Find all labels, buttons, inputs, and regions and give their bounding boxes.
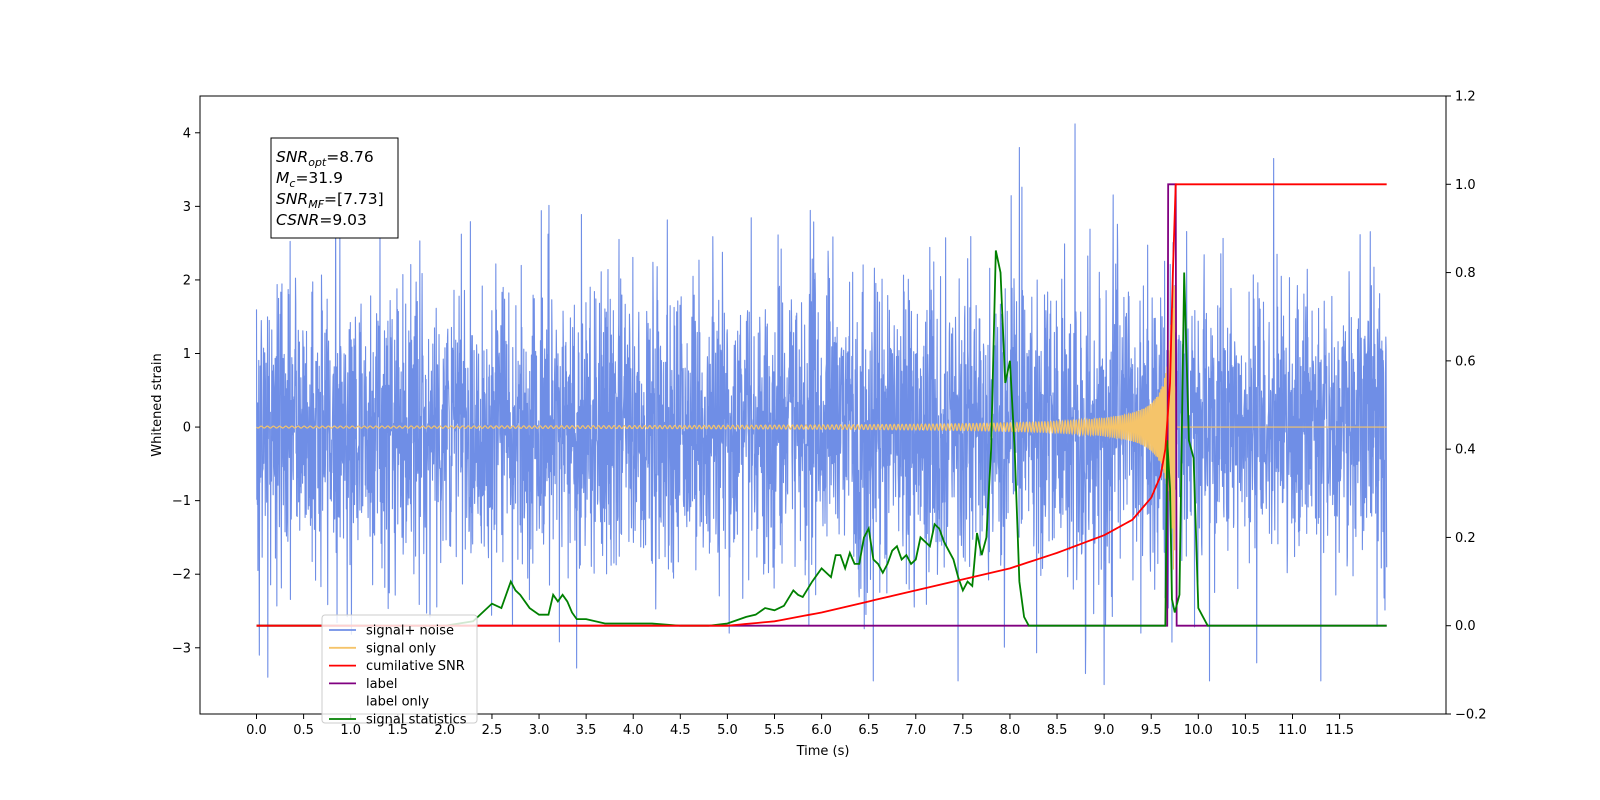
legend-label: signal statistics	[366, 713, 467, 728]
x-tick-label: 9.0	[1094, 723, 1115, 738]
x-tick-label: 0.0	[246, 723, 267, 738]
annotation-line: CSNR=9.03	[276, 211, 367, 229]
x-tick-label: 2.5	[482, 723, 503, 738]
x-tick-label: 10.5	[1231, 723, 1260, 738]
annotation-line: SNRMF=[7.73]	[276, 190, 384, 211]
x-tick-label: 3.5	[576, 723, 597, 738]
y2-tick-label: 0.8	[1455, 266, 1476, 281]
axes: 0.0 0.5 1.0 1.5 2.0 2.5 3.0 3.5 4.0 4.5 5.0 5.5 6.0 6…	[172, 90, 1487, 739]
y-tick-label: 3	[183, 200, 191, 215]
plot-area	[255, 123, 1388, 686]
y2-tick-label: −0.2	[1455, 708, 1487, 723]
y-tick-label: 4	[183, 126, 191, 141]
y2-tick-label: 0.2	[1455, 531, 1476, 546]
x-tick-label: 6.0	[811, 723, 832, 738]
y2-tick-label: 0.6	[1455, 354, 1476, 369]
x-tick-label: 5.5	[764, 723, 785, 738]
x-tick-label: 5.0	[717, 723, 738, 738]
x-tick-label: 8.0	[1000, 723, 1021, 738]
x-tick-label: 1.0	[340, 723, 361, 738]
annotation-line: SNRopt=8.76	[276, 148, 374, 169]
x-tick-label: 6.5	[858, 723, 879, 738]
x-tick-label: 4.5	[670, 723, 691, 738]
legend-label: signal+ noise	[366, 624, 454, 639]
x-tick-label: 7.5	[953, 723, 974, 738]
x-tick-label: 0.5	[293, 723, 314, 738]
x-tick-label: 9.5	[1141, 723, 1162, 738]
x-tick-label: 4.0	[623, 723, 644, 738]
series-cumulative-snr	[256, 183, 1387, 627]
annotation-line: Mc=31.9	[276, 169, 343, 190]
legend-label: label only	[366, 695, 429, 710]
series-signal-only	[256, 285, 1387, 570]
y-tick-label: −3	[172, 641, 191, 656]
series-signal-noise	[255, 123, 1388, 686]
y-axis-label: Whitened strain	[150, 353, 165, 456]
x-tick-label: 11.0	[1278, 723, 1307, 738]
x-tick-label: 1.5	[387, 723, 408, 738]
y-tick-label: −2	[172, 568, 191, 583]
legend-label: label	[366, 677, 397, 692]
series-signal-statistics	[256, 250, 1387, 627]
y2-tick-label: 1.0	[1455, 178, 1476, 193]
x-tick-label: 2.0	[435, 723, 456, 738]
y-tick-label: 0	[183, 421, 191, 436]
legend: signal+ noise signal only cumilative SNR la…	[321, 614, 478, 728]
axes-frame	[199, 95, 1447, 715]
y2-tick-label: 0.0	[1455, 619, 1476, 634]
x-tick-label: 8.5	[1047, 723, 1068, 738]
y-tick-label: −1	[172, 494, 191, 509]
x-tick-label: 11.5	[1325, 723, 1354, 738]
y2-tick-label: 1.2	[1455, 90, 1476, 105]
x-tick-label: 10.0	[1184, 723, 1213, 738]
legend-label: signal only	[366, 641, 436, 656]
x-tick-label: 3.0	[529, 723, 550, 738]
legend-label: cumilative SNR	[366, 659, 465, 674]
x-tick-label: 7.0	[905, 723, 926, 738]
y2-tick-label: 0.4	[1455, 443, 1476, 458]
y-tick-label: 2	[183, 273, 191, 288]
x-axis-label: Time (s)	[796, 744, 850, 759]
y-tick-label: 1	[183, 347, 191, 362]
